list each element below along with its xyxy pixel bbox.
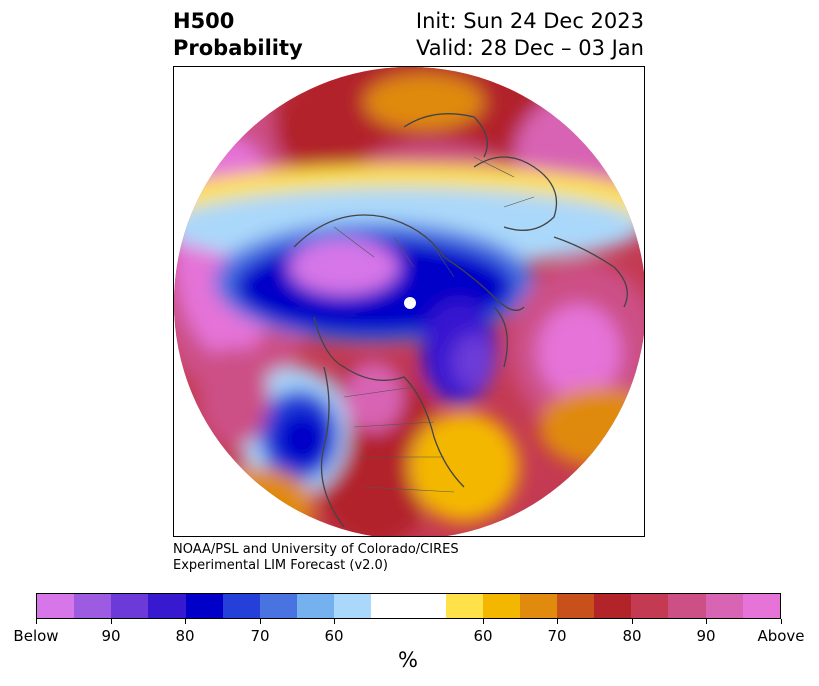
colorbar-swatch [148,594,186,618]
colorbar-tick-label: 80 [175,627,195,645]
field-north-orange [364,74,484,130]
colorbar-swatch [519,594,557,618]
colorbar-swatch [334,594,372,618]
field-southwest-navy [276,411,328,467]
colorbar-tick-mark [781,619,782,624]
colorbar-swatch [742,594,780,618]
colorbar-tick-label: Below [13,627,59,645]
colorbar-tick-label: 70 [547,627,567,645]
field-east-magenta [537,304,621,400]
probability-map [174,67,644,536]
colorbar-swatch [222,594,260,618]
title-line-1: H500 [173,9,235,33]
title-line-2: Probability [173,36,303,60]
colorbar-tick-mark [260,619,261,624]
colorbar-swatch [185,594,223,618]
colorbar-tick-label: 60 [473,627,493,645]
colorbar-tick-mark [111,619,112,624]
map-panel [173,66,645,537]
colorbar-swatch [74,594,112,618]
field-violet-core [452,334,496,390]
colorbar-tick-label: 80 [622,627,642,645]
north-pole-marker [404,297,416,309]
colorbar-tick-mark [706,619,707,624]
credit-line-2: Experimental LIM Forecast (v2.0) [173,558,388,573]
colorbar-swatch [371,594,446,618]
forecast-dates: Init: Sun 24 Dec 2023 Valid: 28 Dec – 03… [416,8,644,62]
colorbar [36,593,781,619]
colorbar-swatch [296,594,335,618]
colorbar-swatch [668,594,706,618]
map-title: H500 Probability [173,8,303,62]
colorbar-tick-mark [185,619,186,624]
colorbar-swatch [705,594,743,618]
init-date: Init: Sun 24 Dec 2023 [415,9,644,33]
colorbar-tick-label: Above [757,627,805,645]
colorbar-tick-mark [632,619,633,624]
colorbar-swatch [594,594,632,618]
colorbar-swatch [482,594,520,618]
colorbar-swatch [556,594,595,618]
credit-line-1: NOAA/PSL and University of Colorado/CIRE… [173,542,459,557]
colorbar-swatch [259,594,297,618]
colorbar-swatch [37,594,75,618]
colorbar-tick-mark [334,619,335,624]
credit-text: NOAA/PSL and University of Colorado/CIRE… [173,542,459,574]
colorbar-tick-label: 90 [696,627,716,645]
colorbar-tick-label: 90 [101,627,121,645]
colorbar-swatch [631,594,669,618]
colorbar-tick-label: 60 [324,627,344,645]
colorbar-swatch [445,594,483,618]
colorbar-tick-mark [36,619,37,624]
valid-range: Valid: 28 Dec – 03 Jan [415,36,644,60]
colorbar-tick-mark [557,619,558,624]
colorbar-tick-mark [483,619,484,624]
colorbar-swatch [111,594,149,618]
borders [333,156,535,493]
field-south-yellow [409,412,519,522]
colorbar-tick-label: 70 [250,627,270,645]
field-lilac-core [289,239,399,295]
coastlines [293,113,628,528]
field-west-south-rose [199,347,269,447]
colorbar-unit: % [398,648,418,672]
